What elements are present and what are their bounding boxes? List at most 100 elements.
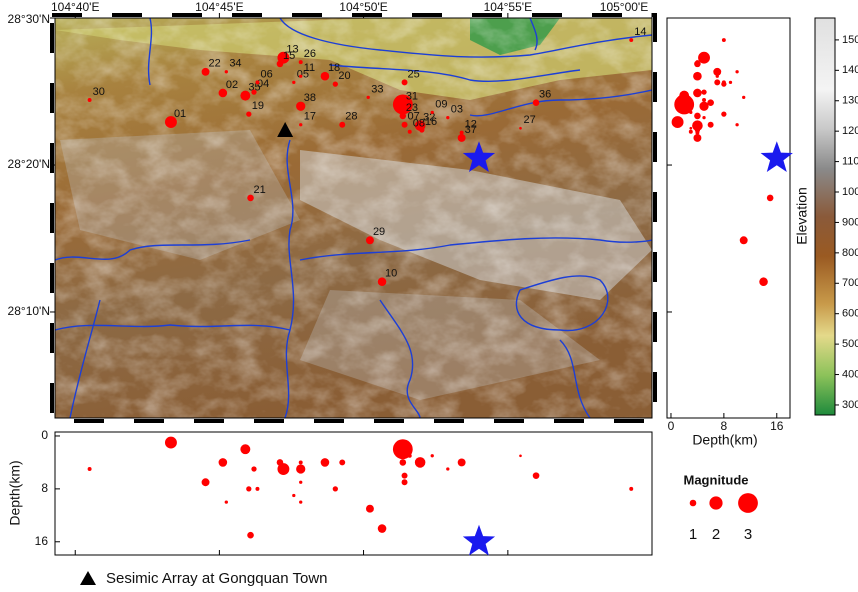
event-label: 28: [345, 111, 357, 123]
event: [276, 60, 284, 68]
side-event: [721, 111, 727, 117]
side-event: [759, 277, 768, 287]
lon-tick-label: 105°00'E: [600, 0, 648, 14]
bottom-event: [87, 467, 92, 472]
bottom-event: [276, 459, 284, 466]
colorbar-tick-label: 800: [842, 247, 858, 259]
bottom-event: [519, 454, 522, 458]
magnitude-legend-label: 2: [712, 526, 720, 543]
colorbar: [814, 17, 836, 416]
bottom-event: [246, 486, 252, 492]
event: [240, 90, 251, 101]
map-frame: [54, 17, 653, 419]
lat-tick-label: 28°30'N: [8, 12, 50, 26]
event-label: 36: [539, 89, 551, 101]
colorbar-tick-label: 1400: [842, 64, 858, 76]
event-label: 30: [93, 86, 105, 98]
event-label: 35: [248, 82, 260, 94]
event: [392, 94, 413, 115]
bottom-event: [296, 464, 306, 474]
colorbar-label: Elevation: [794, 187, 810, 245]
bottom-event: [399, 459, 407, 466]
event-label: 37: [465, 124, 477, 136]
event: [430, 110, 434, 115]
event: [339, 121, 346, 128]
event: [457, 133, 466, 142]
event: [298, 60, 303, 65]
event-label: 01: [174, 108, 186, 120]
side-event: [692, 120, 703, 131]
bottom-event: [292, 493, 296, 498]
event-label: 23: [406, 102, 418, 114]
array-legend-label: Sesimic Array at Gongquan Town: [106, 570, 328, 587]
colorbar-tick-label: 300: [842, 399, 858, 411]
bottom-event: [240, 444, 251, 455]
lon-tick-label: 104°40'E: [51, 0, 99, 14]
bottom-event: [401, 479, 408, 486]
event: [218, 88, 228, 98]
event-label: 10: [385, 268, 397, 280]
event: [296, 101, 306, 111]
side-event: [694, 112, 701, 120]
event-label: 38: [304, 92, 316, 104]
side-event: [739, 236, 748, 245]
event-label: 31: [406, 90, 418, 102]
event-label: 33: [371, 83, 383, 95]
mainshock: [462, 141, 496, 172]
bottom-event: [218, 458, 228, 467]
side-mainshock: [760, 141, 793, 172]
event-label: 27: [523, 114, 535, 126]
event: [251, 89, 257, 95]
event: [366, 95, 370, 100]
bottom-event: [430, 454, 434, 458]
bottom-depth-label: Depth(km): [7, 460, 23, 525]
event-label: 21: [254, 184, 266, 196]
event: [299, 74, 303, 78]
event: [201, 67, 210, 76]
event: [224, 70, 228, 74]
bottom-event: [255, 486, 260, 491]
magnitude-legend-circle: [738, 493, 758, 513]
event-label: 26: [304, 48, 316, 60]
side-depth-tick-label: 8: [721, 419, 728, 433]
side-event: [707, 99, 714, 106]
event: [247, 194, 254, 202]
colorbar-tick-label: 900: [842, 216, 858, 228]
side-event: [766, 194, 774, 202]
event: [419, 127, 425, 133]
event-label: 20: [338, 70, 350, 82]
event-label: 25: [408, 68, 420, 80]
side-event: [721, 38, 726, 43]
bottom-event: [377, 524, 387, 533]
side-event: [695, 130, 700, 135]
event: [164, 116, 177, 129]
event-label: 08: [413, 118, 425, 130]
side-event: [721, 81, 727, 87]
event-label: 12: [465, 119, 477, 131]
event: [519, 126, 522, 130]
event-label: 07: [408, 111, 420, 123]
side-event: [713, 67, 722, 76]
event-label: 09: [435, 98, 447, 110]
side-event: [671, 116, 684, 129]
bottom-event: [419, 459, 425, 466]
lon-tick-label: 104°55'E: [484, 0, 532, 14]
event-label: 17: [304, 111, 316, 123]
bottom-mainshock: [462, 524, 496, 556]
side-event: [735, 70, 739, 74]
array-station: [277, 122, 294, 138]
bottom-event: [299, 480, 303, 484]
bottom-event: [251, 466, 257, 472]
bottom-event: [629, 486, 634, 491]
magnitude-legend-label: 1: [689, 526, 697, 543]
side-event: [674, 94, 695, 115]
side-event: [699, 101, 709, 111]
bottom-event: [247, 531, 254, 539]
event: [246, 111, 252, 117]
event-label: 22: [209, 58, 221, 70]
side-event: [693, 71, 702, 81]
bottom-event: [457, 458, 466, 467]
side-event: [688, 129, 693, 134]
lat-tick-label: 28°20'N: [8, 157, 50, 171]
